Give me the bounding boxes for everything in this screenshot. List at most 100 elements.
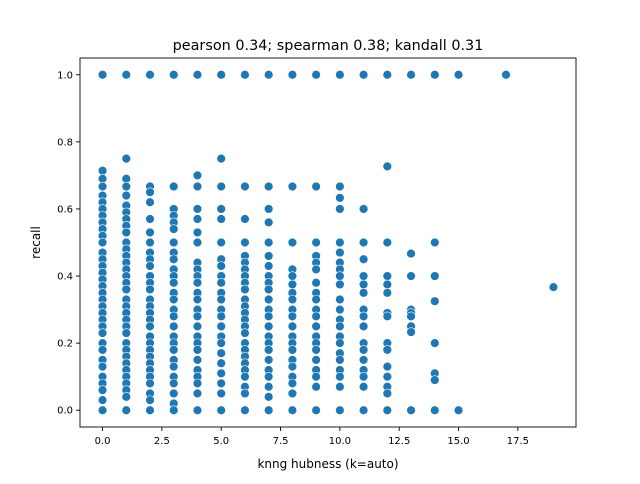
data-point xyxy=(216,388,226,399)
data-point xyxy=(263,371,274,382)
data-point xyxy=(121,190,131,201)
data-point xyxy=(240,70,250,80)
data-point xyxy=(263,261,274,271)
data-point xyxy=(169,224,179,234)
data-point xyxy=(358,382,369,392)
data-point xyxy=(382,405,393,415)
data-point xyxy=(192,204,203,214)
data-point xyxy=(192,181,203,192)
x-axis-label: knng hubness (k=auto) xyxy=(257,457,398,471)
data-point xyxy=(192,70,203,80)
data-point xyxy=(263,217,274,228)
data-point xyxy=(311,294,321,305)
data-point xyxy=(406,271,416,281)
data-point xyxy=(192,278,203,288)
data-point xyxy=(382,237,393,248)
data-point xyxy=(121,405,131,415)
data-point xyxy=(335,193,345,203)
data-point xyxy=(192,170,203,181)
data-point xyxy=(358,288,369,298)
data-point xyxy=(97,395,108,405)
data-point xyxy=(453,70,464,80)
data-point xyxy=(287,181,298,192)
chart-title: pearson 0.34; spearman 0.38; kandall 0.3… xyxy=(173,38,484,54)
data-point xyxy=(430,296,440,306)
data-point xyxy=(145,284,155,295)
data-point xyxy=(240,371,250,382)
data-point xyxy=(216,321,226,332)
data-point xyxy=(335,271,345,281)
data-point xyxy=(287,405,298,415)
data-point xyxy=(311,70,321,80)
data-point xyxy=(358,279,369,290)
data-point xyxy=(145,70,155,80)
data-point xyxy=(169,294,179,305)
data-point xyxy=(263,204,274,214)
data-point xyxy=(169,237,179,248)
data-point xyxy=(192,311,203,321)
data-point xyxy=(406,327,416,337)
data-point xyxy=(216,405,226,415)
data-point xyxy=(192,405,203,415)
data-point xyxy=(382,271,393,281)
data-point xyxy=(311,278,321,288)
data-point xyxy=(169,361,179,372)
data-point xyxy=(287,321,298,332)
data-point xyxy=(430,70,440,80)
x-ticks: 0.0 2.5 5.0 7.5 10.0 12.5 15.0 17.5 xyxy=(95,427,529,447)
data-point xyxy=(430,405,440,415)
data-point xyxy=(335,371,345,382)
data-point xyxy=(97,405,108,415)
data-point xyxy=(335,405,345,415)
data-point xyxy=(121,392,131,402)
data-point xyxy=(216,261,226,271)
data-point xyxy=(97,328,108,338)
data-point xyxy=(335,181,345,192)
data-point xyxy=(311,355,321,365)
data-point xyxy=(169,378,179,389)
data-point xyxy=(382,345,393,355)
data-point xyxy=(240,284,250,295)
data-point xyxy=(382,279,393,290)
x-tick-label: 0.0 xyxy=(95,436,111,447)
data-point xyxy=(240,328,250,338)
data-point xyxy=(216,278,226,288)
data-point xyxy=(97,385,108,395)
data-point xyxy=(263,392,274,402)
data-point xyxy=(335,237,345,248)
data-point xyxy=(216,368,226,379)
data-point xyxy=(335,204,345,214)
data-point xyxy=(240,214,250,224)
data-point xyxy=(216,214,226,224)
data-point xyxy=(121,70,131,80)
data-point xyxy=(97,361,108,372)
data-point xyxy=(145,395,155,405)
data-point xyxy=(335,247,345,258)
data-point xyxy=(335,304,345,315)
data-point xyxy=(311,264,321,275)
plot-frame xyxy=(79,57,577,428)
data-point xyxy=(216,294,226,305)
data-point xyxy=(406,311,416,321)
data-point xyxy=(382,288,393,298)
data-point xyxy=(358,237,369,248)
data-point xyxy=(335,355,345,365)
data-point xyxy=(97,166,108,176)
data-point xyxy=(311,237,321,248)
data-point xyxy=(169,181,179,192)
data-point xyxy=(287,388,298,399)
data-point xyxy=(263,181,274,192)
y-tick-label: 1.0 xyxy=(57,70,73,81)
data-point xyxy=(121,153,131,164)
data-point xyxy=(145,321,155,332)
data-point xyxy=(382,388,393,399)
data-point xyxy=(430,338,440,348)
points-layer xyxy=(97,70,559,415)
x-tick-label: 12.5 xyxy=(388,436,410,447)
y-tick-label: 0.4 xyxy=(57,272,73,283)
data-point xyxy=(121,227,131,238)
data-point xyxy=(406,248,416,259)
data-point xyxy=(240,405,250,415)
data-point xyxy=(216,338,226,348)
